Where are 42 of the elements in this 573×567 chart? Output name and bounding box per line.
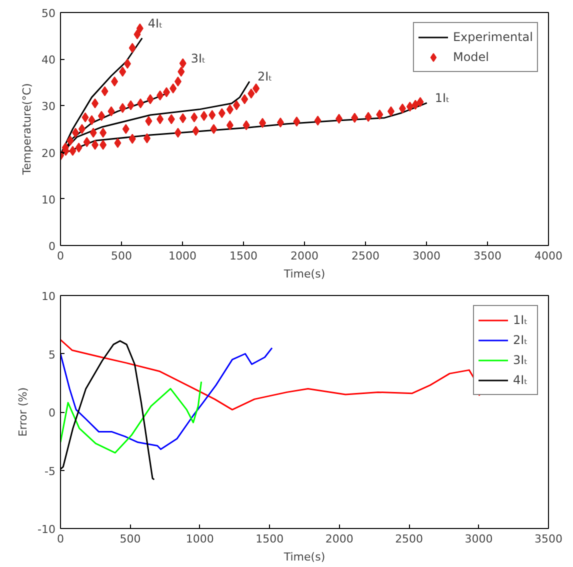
x-tick-label: 500: [111, 250, 132, 262]
annotation: 2Iₜ: [257, 69, 272, 84]
legend-label: 4Iₜ: [513, 373, 529, 387]
y-tick-label: 0: [48, 406, 56, 420]
y-tick-label: 10: [42, 193, 56, 206]
y-tick-label: 40: [42, 54, 56, 67]
y-tick-label: 10: [42, 290, 56, 303]
annotation: 1Iₜ: [434, 90, 450, 105]
x-tick-label: 2500: [352, 250, 380, 262]
x-tick-label: 0: [57, 250, 64, 262]
x-tick-label: 2000: [325, 532, 354, 546]
legend-label: 2Iₜ: [513, 333, 529, 347]
legend-label: 3Iₜ: [513, 353, 529, 367]
y-tick-label: 5: [48, 348, 56, 362]
y-tick-label: 30: [42, 100, 56, 114]
y-axis-title: Error (%): [16, 387, 30, 437]
x-tick-label: 1500: [230, 250, 258, 262]
y-tick-label: -5: [44, 464, 56, 478]
x-tick-label: 1000: [168, 250, 197, 262]
y-tick-label: 20: [42, 146, 56, 160]
x-tick-label: 2000: [290, 250, 319, 262]
x-tick-label: 1000: [186, 532, 214, 546]
legend-label: 1Iₜ: [513, 313, 529, 327]
y-axis-title: Temperature(°C): [20, 83, 34, 176]
y-tick-label: 50: [42, 7, 56, 20]
x-tick-label: 2500: [395, 532, 424, 546]
legend-label: Model: [452, 50, 489, 64]
x-axis-title: Time(s): [282, 550, 326, 564]
x-tick-label: 4000: [534, 250, 563, 262]
legend-label: Experimental: [452, 30, 533, 44]
y-tick-label: -10: [38, 523, 56, 536]
x-tick-label: 0: [57, 532, 64, 546]
x-tick-label: 3500: [534, 532, 563, 546]
annotation: 4Iₜ: [148, 16, 163, 30]
x-tick-label: 3500: [474, 250, 502, 262]
x-axis-title: Time(s): [282, 268, 326, 280]
x-tick-label: 3000: [464, 532, 493, 546]
x-tick-label: 3000: [412, 250, 441, 262]
x-tick-label: 1500: [256, 532, 284, 546]
annotation: 3Iₜ: [190, 51, 206, 66]
y-tick-label: 0: [48, 240, 56, 253]
x-tick-label: 500: [120, 532, 141, 546]
